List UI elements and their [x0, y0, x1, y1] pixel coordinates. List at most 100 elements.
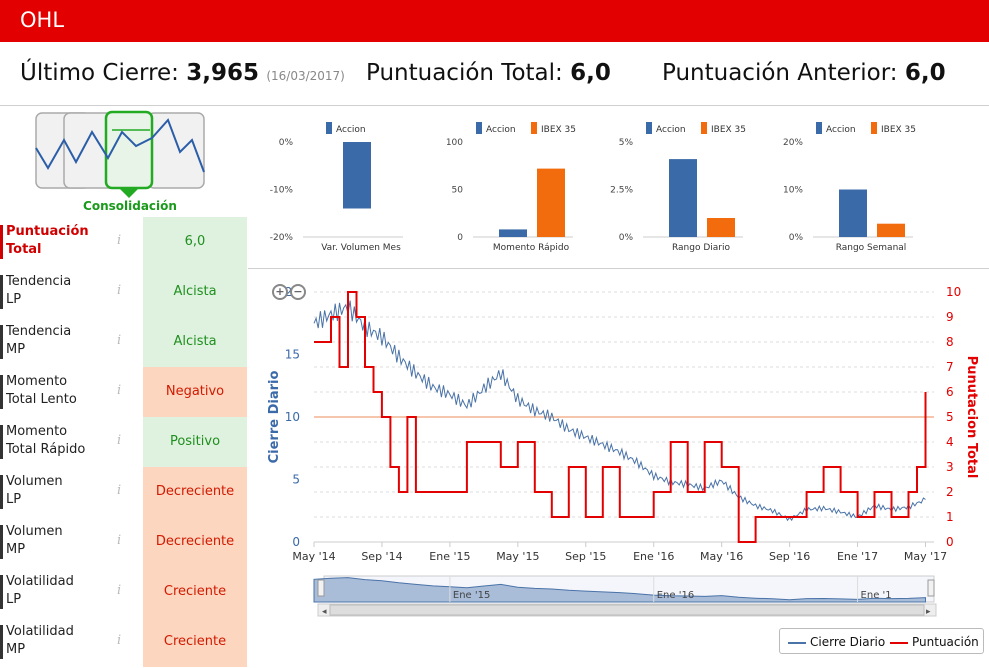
y-left-tick: 15: [285, 348, 300, 362]
bar-ibex-35[interactable]: [877, 223, 905, 237]
metric-label-line1: Momento: [6, 374, 68, 389]
bar-accion[interactable]: [839, 189, 867, 238]
info-icon[interactable]: i: [117, 583, 122, 598]
minichart-title: Rango Diario: [672, 243, 731, 253]
x-tick-label: May '16: [700, 550, 743, 563]
metric-marker: [0, 475, 3, 509]
legend-swatch: [646, 122, 652, 134]
chart-legend: Cierre Diario Puntuación: [779, 628, 984, 654]
legend-swatch: [531, 122, 537, 134]
metric-label: Puntuación Total: [6, 223, 106, 259]
metric-row: Volatilidad MP i Creciente: [0, 617, 248, 667]
metric-row: Momento Total Lento i Negativo: [0, 367, 248, 417]
x-tick-label: Ene '17: [837, 550, 878, 563]
metric-marker: [0, 375, 3, 409]
minichart-var-volumen: Accion 0% -10% -20% Var. Volumen Mes: [270, 122, 403, 253]
x-tick-label: Ene '16: [633, 550, 674, 563]
metric-row: Volumen LP i Decreciente: [0, 467, 248, 517]
metric-marker: [0, 575, 3, 609]
metric-row: Volatilidad LP i Creciente: [0, 567, 248, 617]
scroll-right-icon[interactable]: ▸: [926, 607, 931, 617]
y-right-tick: 4: [946, 435, 954, 449]
info-icon[interactable]: i: [117, 633, 122, 648]
metric-label-line1: Puntuación: [6, 224, 89, 239]
bar-accion[interactable]: [669, 159, 697, 237]
metric-label-line2: MP: [6, 542, 26, 557]
title-bar: OHL: [0, 0, 989, 42]
legend-label: IBEX 35: [711, 125, 746, 135]
tick-label: -10%: [270, 186, 294, 196]
x-tick-label: May '14: [292, 550, 335, 563]
metric-row: Momento Total Rápido i Positivo: [0, 417, 248, 467]
info-icon[interactable]: i: [117, 533, 122, 548]
score-series-line[interactable]: [314, 291, 927, 543]
metric-label-line1: Volumen: [6, 474, 63, 489]
y-left-tick: 5: [292, 473, 300, 487]
y-right-tick: 5: [946, 410, 954, 424]
navigator-handle-right[interactable]: [927, 579, 935, 597]
info-icon[interactable]: i: [117, 233, 122, 248]
info-icon[interactable]: i: [117, 483, 122, 498]
navigator-handle-left[interactable]: [317, 579, 325, 597]
x-tick-label: Sep '15: [565, 550, 606, 563]
info-icon[interactable]: i: [117, 333, 122, 348]
price-series-line[interactable]: [313, 300, 926, 522]
y-right-tick: 0: [946, 535, 954, 549]
y-right-tick: 1: [946, 510, 954, 524]
previous-score-value: 6,0: [904, 60, 946, 86]
minichart-momento-rapido: Accion IBEX 35 100 50 0 Momento Rápido: [446, 122, 576, 253]
metric-row: Tendencia MP i Alcista: [0, 317, 248, 367]
legend-label: Accion: [336, 125, 366, 135]
y-left-tick: 0: [292, 535, 300, 549]
total-score: Puntuación Total: 6,0: [366, 60, 611, 86]
legend-swatch: [476, 122, 482, 134]
legend-label: Accion: [656, 125, 686, 135]
scroll-left-icon[interactable]: ◂: [322, 607, 327, 617]
tick-label: 5%: [619, 138, 634, 148]
metric-marker: [0, 275, 3, 309]
x-tick-label: May '15: [496, 550, 539, 563]
tick-label: 50: [452, 186, 464, 196]
legend-item-price[interactable]: Cierre Diario: [788, 635, 885, 649]
metric-label: Volumen LP: [6, 473, 106, 509]
metric-row: Tendencia LP i Alcista: [0, 267, 248, 317]
minichart-rango-semanal: Accion IBEX 35 20% 10% 0% Rango Semanal: [783, 122, 916, 253]
zoom-in-icon[interactable]: +: [272, 284, 288, 300]
metric-label: Momento Total Rápido: [6, 423, 106, 459]
metric-label: Volatilidad LP: [6, 573, 106, 609]
info-icon[interactable]: i: [117, 433, 122, 448]
tick-label: 10%: [783, 186, 803, 196]
metric-value: Creciente: [143, 617, 247, 667]
y-right-tick: 3: [946, 460, 954, 474]
y-right-tick: 9: [946, 310, 954, 324]
navigator-label: Ene '16: [657, 590, 694, 601]
legend-swatch: [701, 122, 707, 134]
scrollbar-thumb[interactable]: [329, 604, 925, 616]
tick-label: 20%: [783, 138, 803, 148]
metric-marker: [0, 425, 3, 459]
info-icon[interactable]: i: [117, 383, 122, 398]
metric-value: Negativo: [143, 367, 247, 417]
navigator-label: Ene '1: [861, 590, 892, 601]
x-tick-label: Ene '15: [429, 550, 470, 563]
minichart-title: Momento Rápido: [493, 243, 570, 253]
info-icon[interactable]: i: [117, 283, 122, 298]
metric-label: Momento Total Lento: [6, 373, 106, 409]
tick-label: 0: [457, 233, 463, 243]
y-right-tick: 8: [946, 335, 954, 349]
previous-score-label: Puntuación Anterior:: [662, 60, 898, 86]
metric-label-line1: Momento: [6, 424, 68, 439]
bar-ibex-35[interactable]: [537, 168, 565, 237]
tick-label: 0%: [619, 233, 634, 243]
legend-item-score[interactable]: Puntuación: [890, 635, 979, 649]
bar-accion[interactable]: [343, 142, 371, 209]
metric-value: Positivo: [143, 417, 247, 467]
tick-label: 100: [446, 138, 463, 148]
metric-label: Volumen MP: [6, 523, 106, 559]
x-tick-label: Sep '14: [361, 550, 402, 563]
bar-accion[interactable]: [499, 229, 527, 237]
bar-ibex-35[interactable]: [707, 218, 735, 237]
navigator-area: [313, 577, 927, 603]
zoom-out-icon[interactable]: −: [290, 284, 306, 300]
metric-label-line2: Total: [6, 242, 42, 257]
